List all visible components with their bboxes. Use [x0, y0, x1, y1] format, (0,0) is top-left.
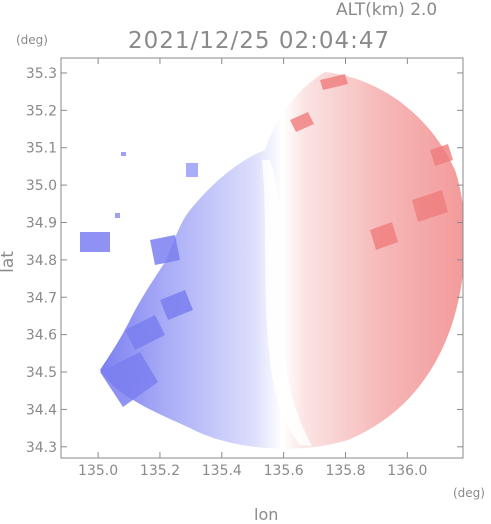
x-tick-label: 135.8	[325, 463, 365, 479]
recede-streaks	[290, 74, 453, 250]
x-axis-label: lon	[254, 505, 279, 524]
altitude-label: ALT(km) 2.0	[336, 0, 438, 20]
x-axis-ticks: 135.0 135.2 135.4 135.6 135.8 136.0	[78, 58, 427, 479]
y-tick-label: 35.1	[26, 141, 57, 157]
y-tick-label: 34.8	[26, 253, 57, 269]
echo-speck	[186, 163, 198, 177]
x-axis-unit: (deg)	[453, 486, 485, 500]
approach-streaks	[80, 232, 193, 407]
y-tick-label: 34.4	[26, 402, 57, 418]
y-tick-label: 34.9	[26, 215, 57, 231]
y-tick-label: 35.2	[26, 103, 57, 119]
y-tick-label: 34.5	[26, 365, 57, 381]
x-tick-label: 135.4	[202, 463, 242, 479]
plot-frame	[60, 57, 464, 459]
y-axis-ticks: 35.3 35.2 35.1 35.0 34.9 34.8 34.7 34.6 34.5 34.4…	[26, 66, 463, 456]
y-tick-label: 35.3	[26, 66, 57, 82]
x-tick-label: 135.6	[264, 463, 304, 479]
zero-velocity-band	[262, 160, 312, 446]
y-tick-label: 34.6	[26, 328, 57, 344]
x-tick-label: 135.0	[78, 463, 118, 479]
echo-layer	[80, 72, 463, 449]
timestamp-title: 2021/12/25 02:04:47	[128, 28, 391, 54]
y-axis-unit: (deg)	[16, 33, 48, 47]
echo-speck	[115, 213, 120, 218]
y-tick-label: 34.7	[26, 290, 57, 306]
y-tick-label: 34.3	[26, 440, 57, 456]
x-tick-label: 135.2	[140, 463, 180, 479]
y-tick-label: 35.0	[26, 178, 57, 194]
x-tick-label: 136.0	[387, 463, 427, 479]
echo-speck	[121, 152, 126, 156]
